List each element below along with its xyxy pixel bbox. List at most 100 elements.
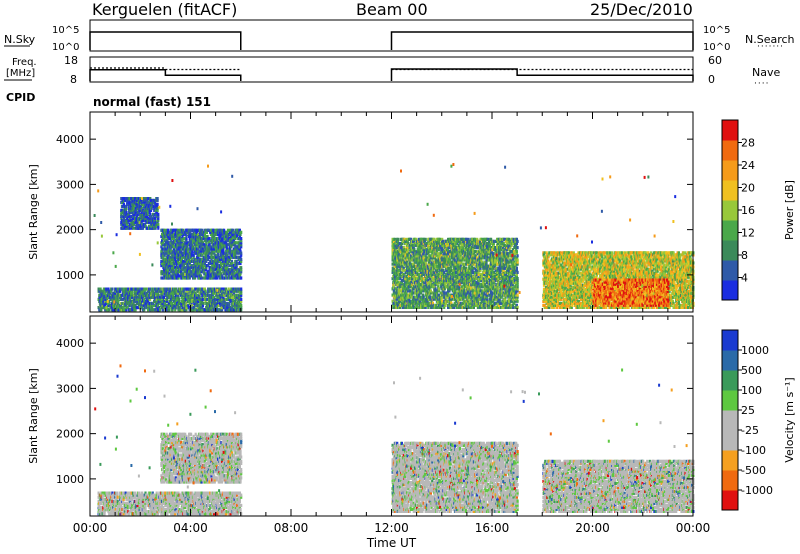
data-cell: [178, 299, 181, 304]
data-cell: [406, 239, 409, 243]
data-cell: [131, 287, 134, 291]
data-cell: [392, 285, 395, 289]
data-cell: [172, 261, 175, 266]
data-cell: [201, 299, 204, 304]
data-cell: [221, 274, 224, 278]
data-cell: [224, 245, 227, 249]
data-cell: [192, 268, 195, 272]
data-cell: [149, 208, 153, 212]
data-cell: [192, 259, 195, 263]
data-cell: [413, 277, 416, 281]
data-cell: [215, 274, 218, 278]
data-cell: [115, 297, 118, 301]
data-cell: [180, 276, 183, 280]
data-cell: [116, 304, 119, 308]
data-cell: [399, 237, 402, 241]
data-cell: [168, 276, 171, 280]
data-cell: [138, 197, 141, 201]
data-cell: [167, 230, 170, 234]
data-cell: [169, 234, 172, 239]
data-cell: [146, 297, 149, 301]
data-cell: [197, 264, 201, 268]
data-cell: [192, 241, 195, 245]
data-cell: [211, 264, 214, 268]
data-cell: [417, 246, 421, 250]
data-cell: [392, 303, 395, 307]
data-cell: [198, 230, 201, 234]
data-cell: [416, 303, 419, 307]
data-cell: [240, 237, 243, 241]
data-cell: [116, 297, 119, 301]
data-cell: [239, 249, 242, 253]
data-cell: [127, 287, 131, 291]
data-cell: [192, 299, 195, 304]
data-cell: [133, 208, 136, 212]
data-cell: [172, 259, 175, 263]
data-cell: [160, 304, 164, 308]
data-cell: [417, 254, 420, 258]
data-cell: [147, 206, 151, 211]
data-cell: [407, 272, 410, 276]
data-cell: [415, 281, 418, 285]
data-cell: [186, 230, 189, 234]
data-cell: [238, 304, 241, 308]
data-cell: [199, 287, 202, 291]
data-cell: [179, 230, 182, 234]
data-cell: [176, 253, 179, 257]
data-cell: [213, 251, 216, 255]
data-cell: [220, 239, 223, 243]
data-cell: [416, 289, 419, 293]
data-cell: [415, 295, 418, 299]
data-cell: [99, 304, 102, 308]
data-cell: [201, 276, 204, 280]
data-cell: [394, 260, 397, 264]
data-cell: [414, 283, 417, 287]
data-cell: [195, 293, 198, 297]
data-cell: [224, 255, 227, 259]
data-cell: [227, 255, 230, 259]
data-cell: [160, 272, 163, 276]
data-cell: [131, 291, 134, 295]
data-cell: [192, 264, 195, 268]
data-cell: [199, 230, 203, 234]
data-cell: [133, 206, 136, 211]
data-cell: [240, 289, 243, 293]
data-cell: [166, 270, 170, 274]
data-cell: [406, 281, 409, 285]
data-cell: [184, 306, 187, 310]
data-cell: [181, 266, 184, 270]
data-cell: [399, 248, 402, 252]
data-cell: [407, 254, 410, 258]
data-cell: [238, 270, 241, 274]
data-cell: [158, 308, 162, 312]
data-cell: [403, 272, 406, 276]
data-cell: [217, 274, 220, 278]
data-cell: [203, 232, 206, 237]
data-cell: [166, 245, 170, 249]
data-cell: [167, 266, 170, 270]
data-cell: [230, 299, 233, 304]
data-cell: [402, 239, 405, 243]
data-cell: [102, 301, 105, 306]
data-cell: [220, 268, 223, 272]
data-cell: [136, 295, 139, 299]
data-cell: [214, 245, 217, 249]
data-cell: [410, 301, 413, 305]
data-cell: [135, 299, 138, 304]
data-cell: [177, 293, 180, 297]
data-cell: [214, 230, 217, 234]
data-cell: [233, 268, 236, 272]
data-cell: [200, 245, 203, 249]
data-cell: [417, 283, 420, 287]
data-cell: [234, 295, 237, 299]
data-cell: [170, 261, 174, 266]
data-cell: [399, 285, 402, 289]
data-cell: [155, 210, 159, 214]
data-cell: [198, 293, 201, 297]
data-cell: [140, 224, 143, 228]
data-cell: [195, 295, 199, 299]
data-cell: [232, 270, 235, 274]
data-cell: [106, 301, 109, 306]
data-cell: [410, 248, 413, 252]
data-cell: [216, 228, 219, 232]
